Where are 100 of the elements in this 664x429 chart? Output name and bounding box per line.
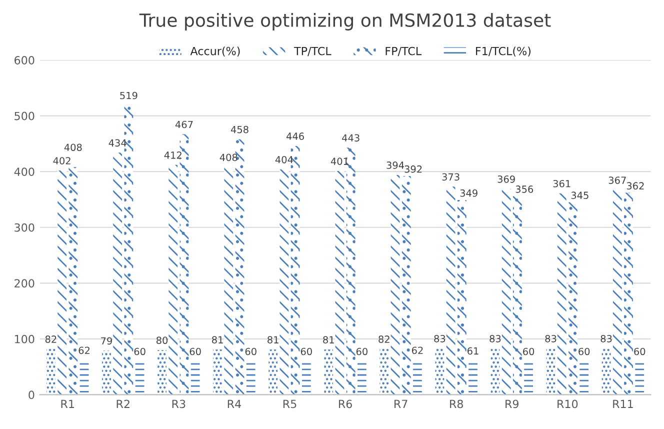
- bar: [358, 361, 366, 395]
- data-label: 60: [523, 348, 534, 356]
- bar: [190, 361, 200, 395]
- bar: [435, 348, 444, 395]
- data-label: 83: [600, 334, 612, 342]
- data-label: 446: [286, 132, 304, 140]
- data-label: 361: [553, 180, 570, 188]
- data-label: 404: [275, 156, 293, 164]
- bar: [512, 196, 522, 395]
- data-label: 60: [190, 348, 201, 356]
- legend-label: F1/TCL(%): [476, 46, 530, 57]
- data-label: 81: [212, 336, 223, 344]
- legend-label: Accur(%): [190, 46, 240, 57]
- bar: [446, 186, 456, 395]
- bar: [113, 152, 122, 395]
- bar: [246, 361, 256, 395]
- y-tick-label: 200: [14, 279, 34, 288]
- bar: [180, 134, 189, 395]
- data-label: 519: [120, 92, 138, 100]
- data-label: 373: [442, 173, 460, 181]
- x-tick-label: R7: [394, 400, 408, 408]
- x-tick-label: R5: [283, 400, 296, 408]
- y-tick-label: 0: [28, 390, 34, 400]
- bar: [102, 350, 111, 395]
- data-label: 81: [268, 336, 278, 344]
- data-label: 367: [608, 176, 626, 184]
- bar: [602, 348, 611, 395]
- bar: [612, 190, 622, 395]
- bar: [213, 350, 222, 395]
- data-label: 362: [626, 182, 644, 190]
- bar: [135, 361, 144, 395]
- data-label: 394: [386, 162, 404, 169]
- y-tick-label: 500: [14, 112, 34, 120]
- y-tick-label: 100: [14, 334, 34, 344]
- data-label: 60: [245, 348, 256, 356]
- x-tick-label: R3: [172, 400, 186, 408]
- data-label: 412: [164, 152, 182, 159]
- bar: [457, 200, 466, 395]
- data-label: 369: [498, 175, 515, 183]
- chart-title: True positive optimizing on MSM2013 dataset: [139, 13, 551, 30]
- bar: [402, 176, 411, 395]
- bar: [390, 174, 400, 395]
- bar: [335, 171, 344, 395]
- legend-label: FP/TCL: [386, 46, 422, 56]
- bar: [502, 188, 511, 395]
- x-tick-label: R1: [61, 400, 74, 408]
- legend-label: TP/TCL: [294, 46, 332, 56]
- bar: [280, 169, 289, 395]
- data-label: 81: [323, 336, 334, 344]
- data-label: 356: [516, 186, 534, 193]
- data-label: 392: [404, 165, 422, 173]
- data-label: 83: [545, 334, 556, 342]
- x-tick-label: R10: [558, 400, 578, 408]
- data-label: 60: [134, 348, 146, 356]
- bar: [168, 164, 178, 395]
- data-label: 82: [45, 336, 56, 343]
- data-label: 80: [156, 336, 168, 344]
- bar: [302, 361, 311, 395]
- bar: [568, 202, 578, 395]
- data-label: 467: [175, 120, 193, 128]
- data-label: 83: [490, 334, 501, 342]
- bar: [224, 167, 234, 395]
- data-label: 401: [330, 158, 348, 165]
- data-label: 349: [460, 189, 478, 197]
- bar: [524, 361, 533, 395]
- data-label: 60: [300, 348, 312, 356]
- data-label: 345: [571, 192, 588, 199]
- bar: [58, 170, 66, 395]
- data-label: 60: [356, 348, 368, 356]
- bar: [580, 361, 589, 395]
- data-label: 79: [101, 337, 112, 345]
- bar: [46, 348, 56, 395]
- x-tick-label: R11: [613, 400, 633, 408]
- bar: [557, 193, 566, 395]
- x-tick-label: R2: [116, 400, 130, 408]
- y-tick-label: 400: [14, 168, 34, 176]
- data-label: 62: [412, 346, 423, 354]
- bar: [624, 192, 633, 395]
- bar: [635, 361, 644, 395]
- data-label: 408: [220, 154, 238, 162]
- y-tick-label: 300: [14, 223, 34, 232]
- data-label: 434: [108, 139, 126, 147]
- bar: [268, 350, 278, 395]
- y-tick-label: 600: [14, 56, 34, 64]
- bar: [324, 350, 334, 395]
- data-label: 60: [634, 348, 646, 356]
- bar: [68, 167, 78, 395]
- data-label: 83: [434, 334, 446, 342]
- bar: [158, 350, 166, 395]
- data-label: 82: [378, 336, 390, 343]
- x-tick-label: R9: [506, 400, 518, 408]
- bar: [490, 348, 500, 395]
- x-tick-label: R8: [450, 400, 463, 408]
- data-label: 62: [78, 346, 90, 354]
- x-tick-label: R6: [338, 400, 352, 408]
- data-label: 408: [64, 144, 82, 152]
- bar: [546, 348, 556, 395]
- data-label: 60: [578, 348, 590, 356]
- data-label: 402: [53, 157, 70, 164]
- bar: [380, 348, 389, 395]
